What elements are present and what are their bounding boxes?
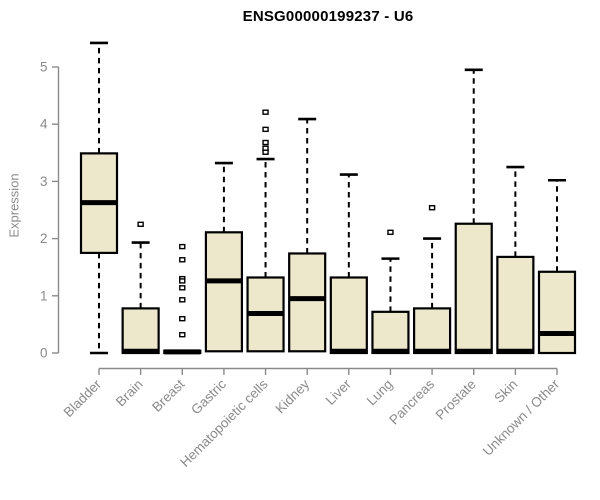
- box-iqr: [454, 222, 493, 355]
- x-tick-label: Lung: [364, 377, 396, 409]
- outlier-point: [179, 331, 186, 338]
- x-tick-label: Pancreas: [386, 376, 437, 427]
- outlier-point: [387, 229, 394, 236]
- outlier-point: [262, 149, 269, 155]
- box-iqr: [121, 307, 160, 355]
- outlier-point: [428, 205, 436, 211]
- x-tick-label: Gastric: [188, 376, 229, 417]
- box-iqr: [537, 270, 577, 355]
- outlier-point: [137, 221, 144, 228]
- outlier-point: [179, 278, 186, 284]
- outlier-point: [179, 285, 186, 291]
- x-tick-label: Brain: [113, 377, 146, 410]
- y-tick-label: 3: [40, 174, 48, 189]
- x-tick-label: Breast: [149, 376, 187, 414]
- y-tick-label: 4: [40, 117, 48, 132]
- y-tick-label: 1: [40, 288, 48, 303]
- outlier-point: [179, 257, 186, 263]
- x-tick-label: Kidney: [273, 376, 313, 416]
- y-tick-label: 2: [40, 231, 48, 246]
- outlier-point: [179, 243, 186, 250]
- outlier-point: [262, 139, 269, 146]
- box-iqr: [288, 252, 327, 353]
- box-iqr: [204, 231, 244, 353]
- outlier-point: [179, 315, 186, 322]
- x-tick-label: Skin: [491, 377, 520, 406]
- outlier-point: [262, 126, 269, 133]
- box-iqr: [412, 307, 452, 355]
- box-iqr: [329, 276, 368, 355]
- y-tick-label: 5: [40, 60, 48, 75]
- x-tick-label: Unknown / Other: [480, 376, 563, 459]
- box-iqr: [371, 310, 410, 355]
- outlier-point: [179, 297, 186, 303]
- x-tick-label: Liver: [323, 376, 355, 408]
- y-tick-label: 0: [40, 346, 48, 361]
- x-tick-label: Bladder: [61, 376, 105, 420]
- box-iqr: [496, 255, 535, 355]
- outlier-point: [262, 109, 269, 115]
- chart-title: ENSG00000199237 - U6: [242, 8, 414, 25]
- x-tick-label: Prostate: [433, 377, 479, 423]
